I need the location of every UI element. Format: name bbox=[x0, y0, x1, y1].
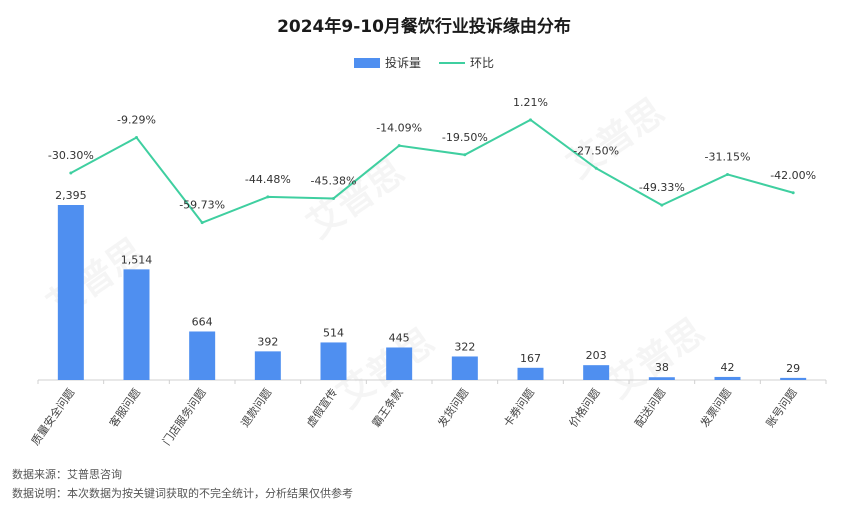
x-tick-label: 门店服务问题 bbox=[159, 386, 208, 448]
line-point-9[interactable] bbox=[594, 166, 598, 170]
chart-title: 2024年9-10月餐饮行业投诉缘由分布 bbox=[277, 17, 571, 37]
x-tick-label: 发货问题 bbox=[435, 386, 472, 430]
line-point-8[interactable] bbox=[529, 118, 532, 122]
line-data-label: -14.09% bbox=[376, 122, 422, 135]
bar-data-label: 664 bbox=[192, 315, 213, 328]
bar-5[interactable] bbox=[320, 342, 347, 380]
x-tick-label: 退款问题 bbox=[238, 386, 275, 430]
x-tick-label: 卡券问题 bbox=[500, 386, 537, 430]
line-point-2[interactable] bbox=[135, 136, 138, 140]
line-point-3[interactable] bbox=[200, 221, 204, 225]
bar-data-label: 29 bbox=[786, 362, 800, 375]
bar-data-label: 203 bbox=[586, 349, 607, 362]
line-data-label: -59.73% bbox=[179, 199, 225, 212]
x-tick-label: 发票问题 bbox=[697, 386, 734, 430]
bar-data-label: 392 bbox=[257, 335, 278, 348]
line-data-label: -9.29% bbox=[117, 114, 156, 127]
bar-4[interactable] bbox=[254, 351, 281, 380]
bar-data-label: 42 bbox=[721, 361, 735, 374]
bar-data-label: 1,514 bbox=[121, 253, 153, 266]
bar-data-label: 167 bbox=[520, 352, 541, 365]
line-point-5[interactable] bbox=[332, 196, 335, 200]
line-data-label: -27.50% bbox=[573, 144, 619, 157]
legend-bar-label: 投诉量 bbox=[384, 56, 421, 70]
bar-10[interactable] bbox=[648, 377, 675, 380]
bar-1[interactable] bbox=[57, 205, 84, 380]
bar-3[interactable] bbox=[189, 331, 216, 380]
bar-data-label: 514 bbox=[323, 326, 344, 339]
x-tick-label: 价格问题 bbox=[566, 386, 603, 430]
bar-7[interactable] bbox=[451, 356, 478, 380]
bar-2[interactable] bbox=[123, 269, 150, 380]
x-tick-label: 霸王条款 bbox=[369, 386, 406, 430]
bar-data-label: 38 bbox=[655, 361, 669, 374]
line-point-4[interactable] bbox=[266, 195, 270, 199]
line-series-huanbi[interactable] bbox=[70, 118, 794, 224]
line-point-1[interactable] bbox=[69, 171, 73, 175]
line-data-label: -42.00% bbox=[770, 169, 816, 182]
footer: 数据来源：艾普思咨询 数据说明：本次数据为按关键词获取的不完全统计，分析结果仅供… bbox=[12, 465, 353, 503]
x-tick-label: 质量安全问题 bbox=[28, 386, 77, 448]
line-data-label: -45.38% bbox=[311, 174, 357, 187]
legend-line-swatch bbox=[439, 61, 465, 64]
footer-source: 数据来源：艾普思咨询 bbox=[12, 468, 122, 481]
legend: 投诉量 环比 bbox=[0, 54, 848, 71]
legend-line-label: 环比 bbox=[470, 56, 495, 70]
line-point-12[interactable] bbox=[791, 191, 795, 195]
line-data-label: -31.15% bbox=[705, 150, 751, 163]
bar-6[interactable] bbox=[386, 347, 413, 380]
x-tick-label: 账号问题 bbox=[764, 386, 800, 429]
x-tick-label: 客服问题 bbox=[106, 386, 143, 430]
bar-data-label: 445 bbox=[389, 331, 410, 344]
bar-9[interactable] bbox=[583, 365, 610, 380]
legend-item-bar[interactable]: 投诉量 bbox=[353, 54, 421, 71]
bar-12[interactable] bbox=[780, 377, 807, 380]
x-tick-label: 虚假宣传 bbox=[303, 386, 340, 430]
line-data-label: -49.33% bbox=[639, 181, 685, 194]
legend-item-line[interactable]: 环比 bbox=[439, 54, 494, 71]
line-point-10[interactable] bbox=[660, 203, 664, 207]
bar-8[interactable] bbox=[517, 367, 544, 380]
bar-data-label: 2,395 bbox=[55, 189, 87, 202]
line-point-7[interactable] bbox=[463, 153, 467, 157]
bar-11[interactable] bbox=[714, 376, 741, 380]
line-data-label: -19.50% bbox=[442, 131, 488, 144]
line-point-11[interactable] bbox=[726, 172, 729, 176]
line-data-label: -44.48% bbox=[245, 173, 291, 186]
line-data-label: -30.30% bbox=[48, 149, 94, 162]
footer-note: 数据说明：本次数据为按关键词获取的不完全统计，分析结果仅供参考 bbox=[12, 487, 353, 500]
x-tick-label: 配送问题 bbox=[632, 386, 669, 430]
line-point-6[interactable] bbox=[397, 144, 401, 148]
line-data-label: 1.21% bbox=[513, 96, 548, 109]
legend-bar-swatch bbox=[353, 57, 380, 68]
bar-data-label: 322 bbox=[454, 340, 475, 353]
